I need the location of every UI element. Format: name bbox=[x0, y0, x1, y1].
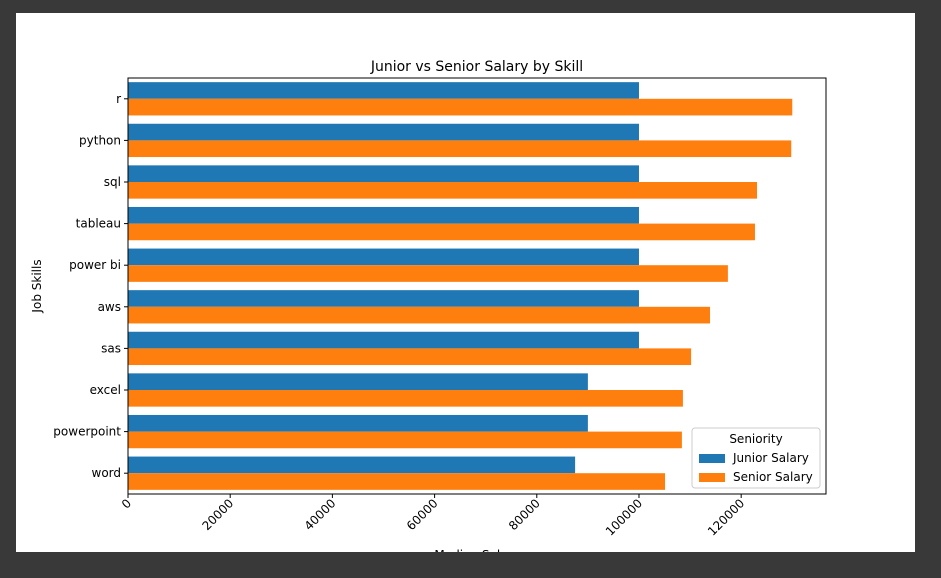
bar bbox=[128, 206, 639, 224]
bar bbox=[128, 248, 639, 266]
bar bbox=[128, 431, 682, 449]
bar bbox=[128, 265, 728, 282]
x-tick-label: 40000 bbox=[302, 496, 339, 533]
legend-swatch bbox=[699, 473, 725, 482]
y-tick-label: python bbox=[79, 133, 121, 147]
x-tick-label: 0 bbox=[119, 496, 134, 511]
bar bbox=[128, 140, 792, 158]
y-tick-label: powerpoint bbox=[53, 425, 121, 439]
y-tick-label: aws bbox=[98, 300, 121, 314]
x-tick-label: 20000 bbox=[199, 496, 236, 533]
bar bbox=[128, 373, 588, 390]
y-tick-label: excel bbox=[90, 383, 121, 397]
y-tick-label: power bi bbox=[69, 258, 121, 272]
x-axis-label: Median Salary bbox=[434, 548, 519, 552]
bar bbox=[128, 456, 576, 474]
bar bbox=[128, 165, 639, 182]
bar bbox=[128, 123, 639, 141]
x-tick-label: 120000 bbox=[705, 496, 747, 538]
bar bbox=[128, 390, 683, 407]
chart-title: Junior vs Senior Salary by Skill bbox=[370, 59, 583, 75]
legend-title: Seniority bbox=[729, 432, 782, 446]
bar bbox=[128, 473, 666, 490]
y-tick-label: word bbox=[92, 466, 122, 480]
x-tick-label: 100000 bbox=[603, 496, 645, 538]
bar bbox=[128, 306, 711, 324]
chart: Junior vs Senior Salary by Skill Median … bbox=[30, 59, 827, 552]
bar bbox=[128, 223, 755, 241]
axes-frame bbox=[127, 77, 827, 495]
bar bbox=[128, 98, 793, 116]
legend-label: Senior Salary bbox=[733, 470, 813, 484]
figure: Junior vs Senior Salary by Skill Median … bbox=[16, 13, 915, 552]
bar bbox=[128, 82, 639, 99]
y-tick-label: sql bbox=[104, 175, 121, 189]
y-tick-label: r bbox=[116, 92, 121, 106]
y-tick-label: sas bbox=[101, 341, 121, 355]
x-tick-label: 80000 bbox=[506, 496, 543, 533]
y-tick-label: tableau bbox=[76, 217, 121, 231]
bar bbox=[128, 414, 588, 432]
legend-label: Junior Salary bbox=[732, 451, 809, 465]
legend-swatch bbox=[699, 454, 725, 463]
bar bbox=[128, 290, 639, 307]
bar bbox=[128, 182, 758, 199]
y-axis-label: Job Skills bbox=[30, 259, 44, 313]
x-tick-label: 60000 bbox=[404, 496, 441, 533]
bar bbox=[128, 348, 692, 366]
bar bbox=[128, 331, 639, 349]
